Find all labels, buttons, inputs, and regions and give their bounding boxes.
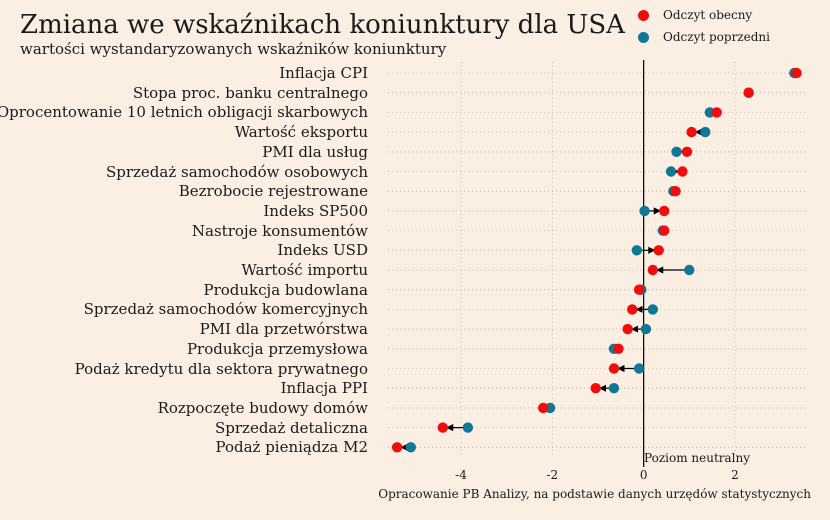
previous-value-point xyxy=(633,363,645,374)
legend-marker-previous xyxy=(638,31,649,43)
current-value-point xyxy=(681,146,693,157)
previous-value-point xyxy=(405,442,417,453)
previous-value-point xyxy=(640,323,652,335)
category-label: Stopa proc. banku centralnego xyxy=(132,83,368,102)
category-label: Sprzedaż detaliczna xyxy=(215,418,368,437)
current-value-point xyxy=(677,166,688,177)
change-arrows xyxy=(400,108,714,451)
legend-marker-current xyxy=(638,9,649,21)
category-label: Produkcja przemysłowa xyxy=(186,339,368,358)
current-value-point xyxy=(622,323,633,335)
legend-item-current: Odczyt obecny xyxy=(638,4,770,26)
category-label: Wartość eksportu xyxy=(234,123,368,142)
current-value-point xyxy=(653,245,664,256)
category-label: Podaż kredytu dla sektora prywatnego xyxy=(74,359,368,378)
chart-subtitle: wartości wystandaryzowanych wskaźników k… xyxy=(20,40,447,58)
category-label: Podaż pieniądza M2 xyxy=(215,438,368,457)
previous-value-point xyxy=(684,264,695,276)
previous-value-point xyxy=(700,126,711,138)
legend-label-previous: Odczyt poprzedni xyxy=(663,30,770,44)
previous-value-point xyxy=(631,245,643,256)
neutral-level-annotation: Poziom neutralny xyxy=(644,451,751,465)
category-label: Oprocentowanie 10 letnich obligacji skar… xyxy=(0,103,368,122)
x-tick-label: 0 xyxy=(639,468,648,482)
gridlines xyxy=(388,62,808,458)
current-value-point xyxy=(538,402,549,414)
current-value-point xyxy=(711,107,722,118)
current-value-point xyxy=(647,264,658,276)
category-label: Inflacja CPI xyxy=(279,64,368,82)
legend: Odczyt obecny Odczyt poprzedni xyxy=(638,4,770,48)
current-value-point xyxy=(627,304,638,315)
current-value-point xyxy=(658,225,670,236)
category-label: Sprzedaż samochodów osobowych xyxy=(105,162,368,181)
current-value-point xyxy=(658,205,670,217)
category-label: Indeks USD xyxy=(277,241,368,260)
category-label: Sprzedaż samochodów komercyjnych xyxy=(83,300,368,319)
category-label: Nastroje konsumentów xyxy=(191,221,368,240)
category-label: Indeks SP500 xyxy=(263,201,368,220)
current-value-point xyxy=(633,284,645,295)
category-label: Bezrobocie rejestrowane xyxy=(178,182,368,201)
category-label: Rozpoczęte budowy domów xyxy=(157,398,368,417)
current-value-point xyxy=(743,87,754,98)
previous-value-point xyxy=(665,166,677,177)
legend-label-current: Odczyt obecny xyxy=(663,8,753,22)
x-tick-label: -2 xyxy=(546,468,559,482)
data-points xyxy=(391,67,802,453)
chart-title: Zmiana we wskaźnikach koniunktury dla US… xyxy=(20,10,625,40)
previous-value-point xyxy=(671,146,682,157)
x-tick-label: 2 xyxy=(731,468,739,482)
current-value-point xyxy=(791,67,802,79)
current-value-point xyxy=(437,422,448,433)
current-value-point xyxy=(613,343,624,354)
category-label: PMI dla przetwórstwa xyxy=(199,320,368,339)
current-value-point xyxy=(686,126,697,138)
previous-value-point xyxy=(639,205,650,217)
x-tick-label: -4 xyxy=(455,468,467,482)
previous-value-point xyxy=(647,304,658,315)
current-value-point xyxy=(391,442,403,453)
category-label: Produkcja budowlana xyxy=(203,280,369,299)
category-label: PMI dla usług xyxy=(262,142,368,161)
current-value-point xyxy=(608,363,620,374)
source-note: Opracowanie PB Analizy, na podstawie dan… xyxy=(378,487,811,501)
previous-value-point xyxy=(462,422,474,433)
current-value-point xyxy=(590,383,601,394)
previous-value-point xyxy=(608,383,620,394)
category-label: Wartość importu xyxy=(241,261,368,279)
current-value-point xyxy=(670,186,681,197)
category-label: Inflacja PPI xyxy=(280,379,368,398)
legend-item-previous: Odczyt poprzedni xyxy=(638,26,770,48)
